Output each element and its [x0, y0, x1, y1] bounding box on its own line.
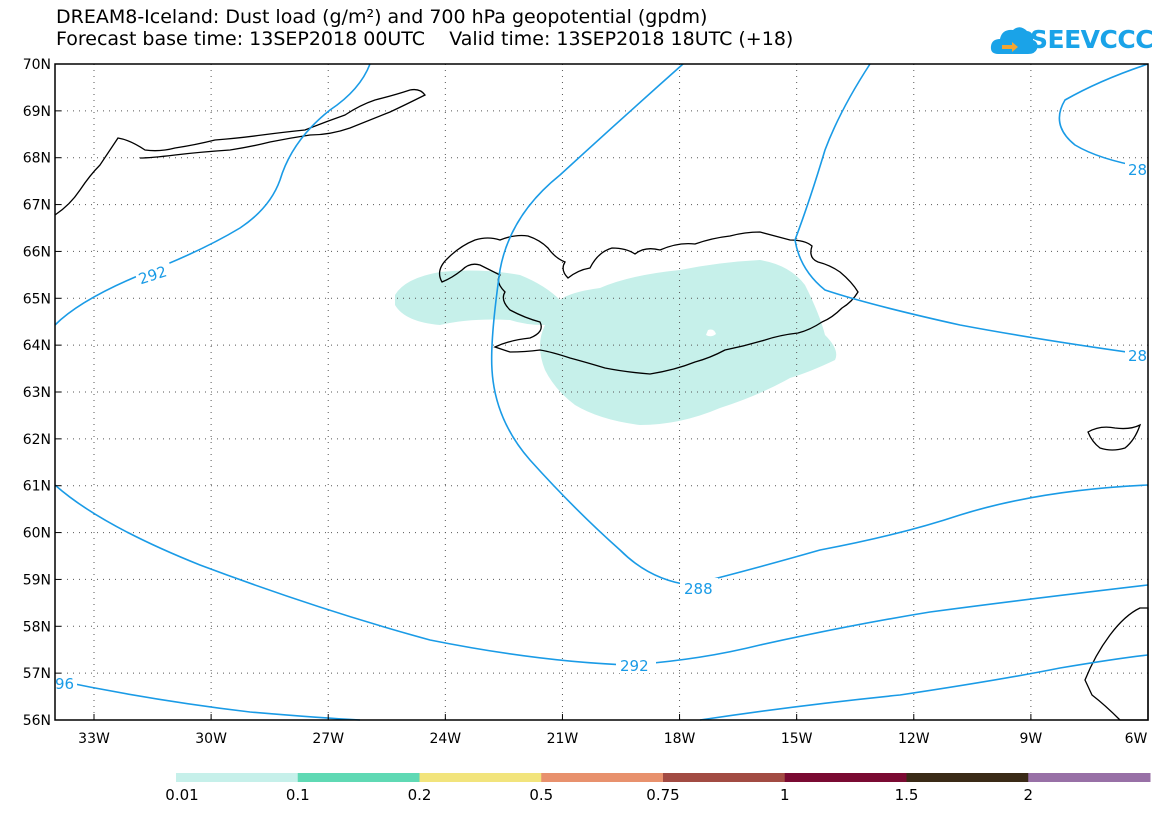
lon-label: 12W [898, 731, 930, 747]
longitude-axis: 33W 30W 27W 24W 21W 18W 15W 12W 9W 6W [78, 714, 1149, 747]
contour-label: 28 [1128, 161, 1147, 179]
colorbar-label: 0.1 [285, 786, 310, 804]
lon-label: 27W [312, 731, 344, 747]
lat-label: 56N [23, 713, 51, 729]
scotland-coast [1084, 607, 1149, 721]
lat-label: 68N [23, 151, 51, 167]
lon-label: 21W [547, 731, 579, 747]
colorbar-swatch [784, 773, 907, 782]
colorbar-swatch [419, 773, 542, 782]
colorbar [176, 773, 1151, 782]
lon-label: 6W [1125, 731, 1148, 747]
faroe-coast [1087, 423, 1142, 451]
contour-east-288 [794, 63, 1149, 356]
lat-label: 70N [23, 57, 51, 73]
lat-label: 61N [23, 479, 51, 495]
colorbar-label: 1.5 [894, 786, 919, 804]
colorbar-label: 0.2 [407, 786, 432, 804]
dust-load-field [395, 260, 837, 425]
contour-288 [490, 63, 1149, 586]
contour-label: 288 [684, 580, 713, 598]
lat-label: 62N [23, 432, 51, 448]
lat-label: 58N [23, 619, 51, 635]
lon-label: 30W [195, 731, 227, 747]
colorbar-label: 2 [1023, 786, 1034, 804]
lat-label: 59N [23, 572, 51, 588]
greenland-coast [54, 88, 426, 216]
colorbar-label: 0.01 [165, 786, 199, 804]
map-title: DREAM8-Iceland: Dust load (g/m²) and 700… [56, 6, 708, 28]
lon-label: 9W [1020, 731, 1043, 747]
graticule [55, 64, 1148, 720]
lat-label: 65N [23, 291, 51, 307]
map-subtitle: Forecast base time: 13SEP2018 00UTC Vali… [56, 28, 794, 50]
colorbar-swatch [906, 773, 1029, 782]
coastlines [54, 88, 1149, 721]
colorbar-swatch [176, 773, 299, 782]
contour-292-south [54, 484, 1149, 666]
lon-label: 24W [429, 731, 461, 747]
colorbar-swatch [297, 773, 420, 782]
contour-label: 28 [1128, 347, 1147, 365]
contour-south-east [699, 654, 1149, 721]
lat-label: 57N [23, 666, 51, 682]
lat-label: 67N [23, 198, 51, 214]
contour-label: 96 [55, 675, 74, 693]
lat-label: 63N [23, 385, 51, 401]
lon-label: 18W [664, 731, 696, 747]
dust-gap [706, 329, 716, 337]
lat-label: 66N [23, 244, 51, 260]
colorbar-label: 1 [779, 786, 790, 804]
contour-ne-closed [1058, 63, 1149, 169]
dust-area [395, 260, 837, 425]
contour-labels: 292 288 292 96 28 28 [55, 160, 1148, 693]
colorbar-swatch [1028, 773, 1151, 782]
colorbar-label: 0.75 [646, 786, 680, 804]
latitude-axis: 70N 69N 68N 67N 66N 65N 64N 63N 62N 61N 60N 59N 58N 5… [23, 57, 61, 729]
iceland-coast [438, 231, 859, 375]
contour-label: 292 [620, 657, 649, 675]
lat-label: 64N [23, 338, 51, 354]
contour-292-north [54, 63, 371, 326]
colorbar-label: 0.5 [529, 786, 554, 804]
logo-text: SEEVCCC [1030, 25, 1154, 54]
cloud-logo-icon [990, 27, 1038, 54]
lon-label: 15W [781, 731, 813, 747]
contour-296 [54, 679, 361, 721]
lon-label: 33W [78, 731, 110, 747]
lat-label: 69N [23, 104, 51, 120]
colorbar-swatch [663, 773, 786, 782]
colorbar-swatch [541, 773, 664, 782]
lat-label: 60N [23, 526, 51, 542]
